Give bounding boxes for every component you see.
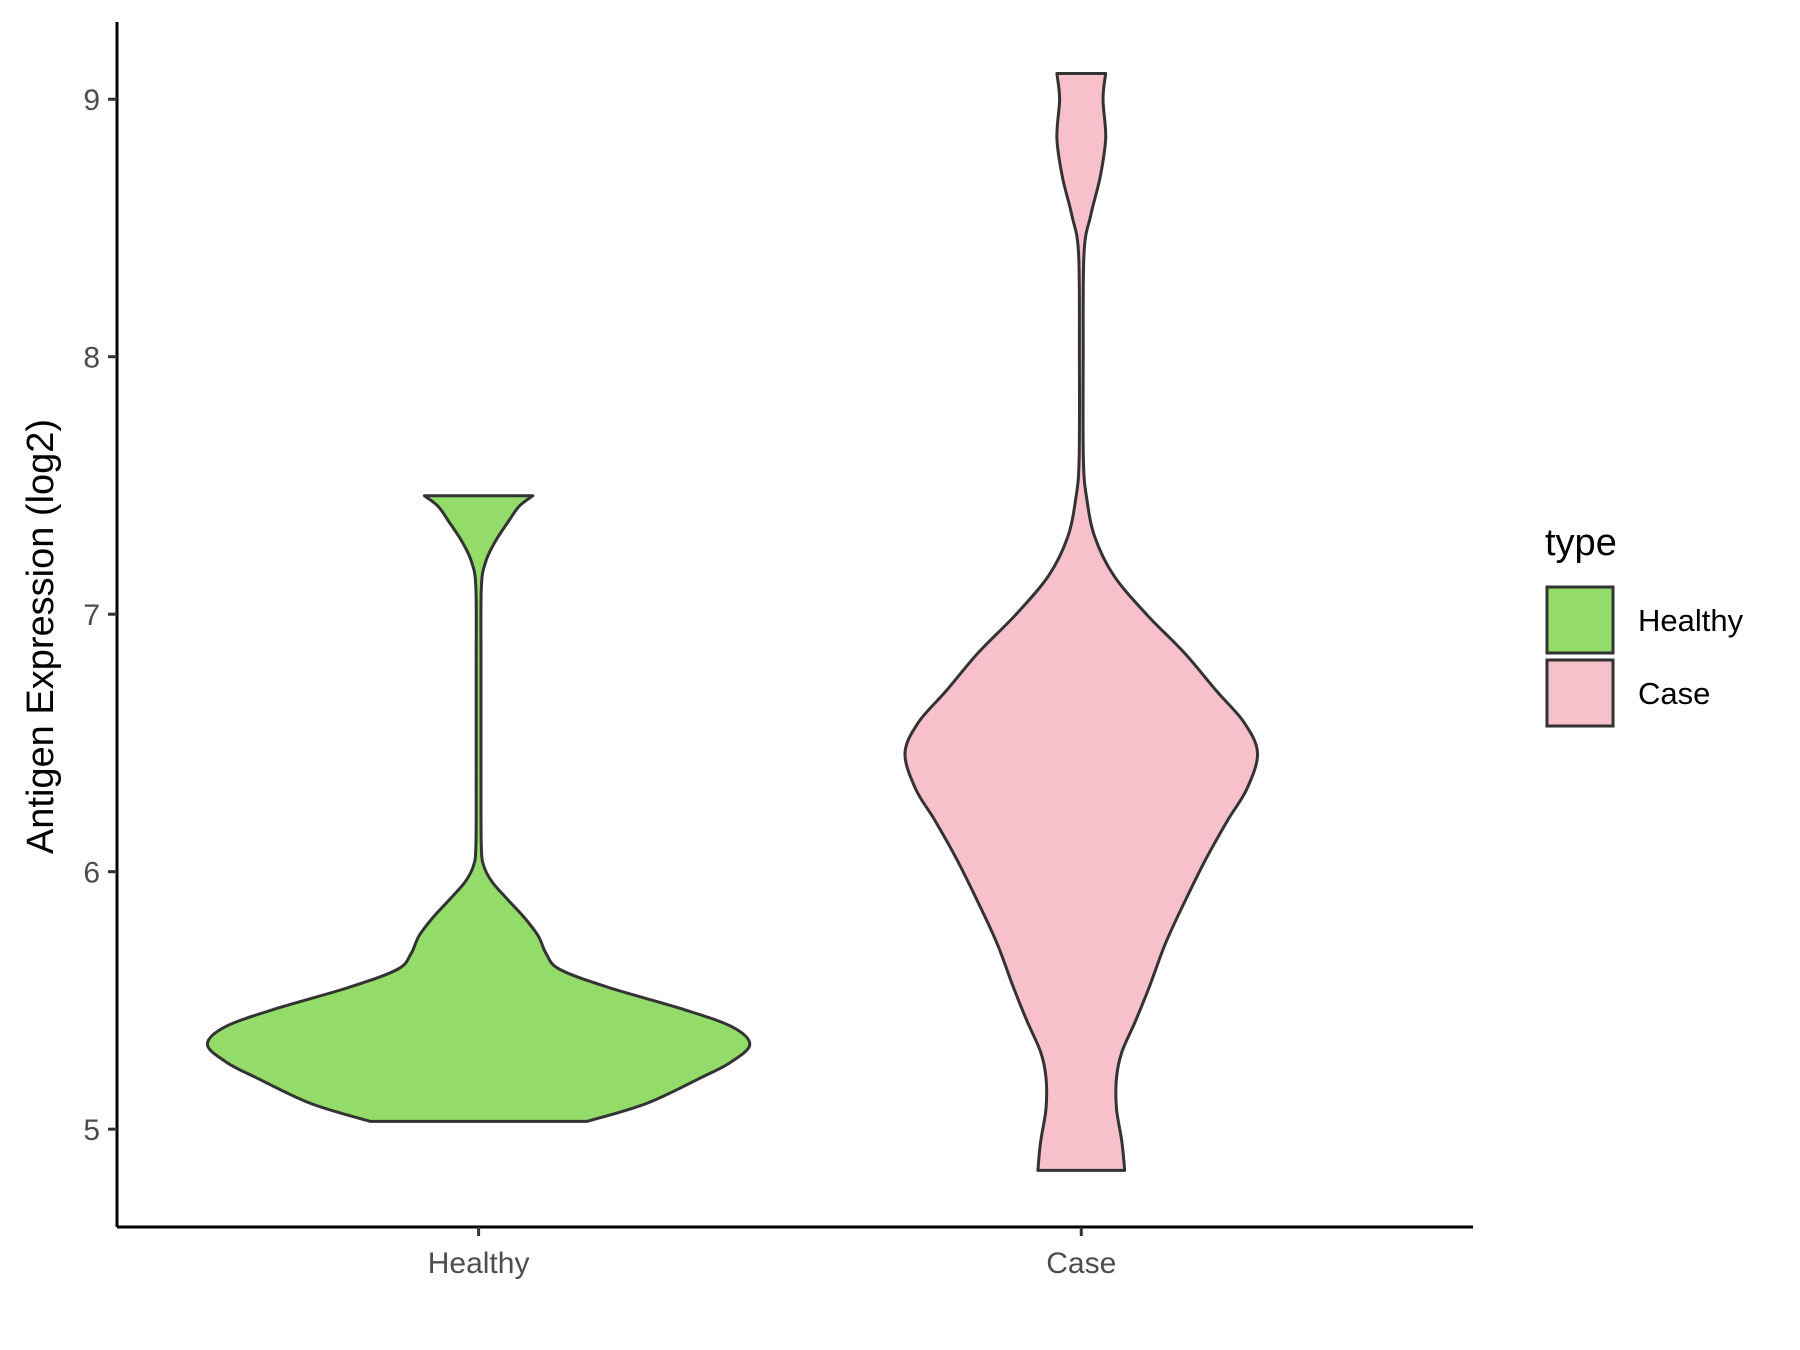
y-tick-label: 6 [83,857,100,890]
violin-layer [205,72,1260,1172]
legend-title: type [1545,522,1617,564]
legend-label-healthy: Healthy [1638,603,1744,638]
y-tick-label: 5 [83,1114,100,1147]
violin-case [903,72,1260,1172]
legend-label-case: Case [1638,676,1710,711]
x-tick-label: Case [1046,1247,1116,1280]
legend: type Healthy Case [1545,522,1744,728]
axes: 5 6 7 8 9 Healthy Case [83,22,1473,1280]
y-tick-label: 9 [83,84,100,117]
legend-swatch-case [1545,658,1615,728]
legend-swatch-healthy [1545,585,1615,655]
violin-healthy [205,494,752,1123]
y-tick-label: 7 [83,599,100,632]
x-tick-label: Healthy [428,1247,530,1280]
y-axis-title: Antigen Expression (log2) [20,419,62,854]
y-tick-label: 8 [83,342,100,375]
